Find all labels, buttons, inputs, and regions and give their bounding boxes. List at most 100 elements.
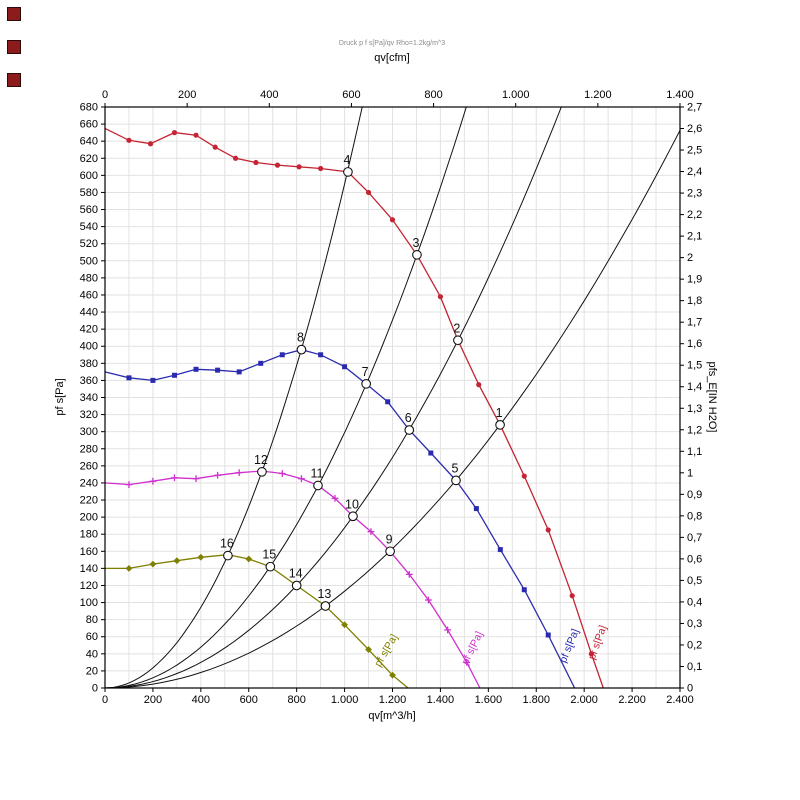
right-tick-label: 0,6 bbox=[687, 553, 702, 565]
marker-square bbox=[342, 364, 348, 370]
right-tick-label: 0,5 bbox=[687, 575, 702, 587]
left-tick-label: 380 bbox=[80, 358, 98, 370]
marker-diamond bbox=[149, 560, 157, 568]
top-tick-label: 200 bbox=[178, 89, 196, 101]
operating-point-number: 11 bbox=[310, 467, 323, 481]
left-tick-label: 240 bbox=[80, 477, 98, 489]
right-tick-label: 1,9 bbox=[687, 274, 702, 286]
right-tick-label: 0,4 bbox=[687, 596, 702, 608]
chart-header-note: Druck p f s[Pa]/qv Rho=1.2kg/m^3 bbox=[338, 40, 446, 47]
right-tick-label: 0,1 bbox=[687, 661, 702, 673]
left-tick-label: 360 bbox=[80, 375, 98, 387]
right-tick-label: 1,7 bbox=[687, 317, 702, 329]
operating-point-number: 16 bbox=[220, 537, 234, 551]
left-tick-label: 80 bbox=[86, 614, 98, 626]
top-tick-label: 1.200 bbox=[584, 89, 612, 101]
marker-diamond bbox=[197, 553, 205, 561]
operating-point bbox=[313, 480, 323, 491]
left-tick-label: 420 bbox=[80, 324, 98, 336]
fan-curve-low bbox=[105, 554, 409, 689]
right-tick-label: 2 bbox=[687, 252, 693, 264]
operating-point-number: 10 bbox=[345, 497, 359, 511]
marker-diamond bbox=[389, 671, 396, 679]
right-tick-label: 0,3 bbox=[687, 618, 702, 630]
operating-point-number: 15 bbox=[262, 548, 276, 562]
bottom-tick-label: 1.800 bbox=[522, 694, 550, 706]
top-tick-label: 1.000 bbox=[502, 89, 530, 101]
right-tick-label: 2,5 bbox=[687, 145, 702, 157]
operating-point bbox=[348, 511, 358, 522]
operating-point bbox=[451, 475, 461, 486]
bottom-tick-label: 1.000 bbox=[331, 694, 359, 706]
left-tick-label: 300 bbox=[80, 426, 98, 438]
red-square-icon bbox=[7, 7, 21, 21]
marker-circle bbox=[389, 217, 396, 223]
left-tick-label: 620 bbox=[80, 153, 98, 165]
operating-point bbox=[291, 580, 302, 591]
left-tick-label: 40 bbox=[86, 648, 98, 660]
marker-square bbox=[497, 547, 503, 553]
marker-circle bbox=[545, 527, 551, 533]
operating-point bbox=[495, 419, 505, 430]
marker-square bbox=[258, 360, 264, 366]
marker-circle bbox=[365, 189, 372, 196]
right-tick-label: 2,6 bbox=[687, 123, 702, 135]
operating-point bbox=[257, 466, 267, 477]
right-tick-label: 2,7 bbox=[687, 102, 702, 114]
system-curve-3 bbox=[104, 106, 467, 689]
right-tick-label: 2,1 bbox=[687, 231, 702, 243]
left-tick-label: 500 bbox=[80, 255, 98, 267]
left-tick-label: 280 bbox=[80, 443, 98, 455]
right-tick-label: 0,9 bbox=[687, 489, 702, 501]
left-tick-label: 260 bbox=[80, 460, 98, 472]
right-tick-label: 1,5 bbox=[687, 360, 702, 372]
marker-circle bbox=[521, 473, 527, 479]
left-tick-label: 200 bbox=[80, 512, 98, 524]
marker-square bbox=[545, 632, 551, 638]
fan-curve-high bbox=[104, 127, 604, 689]
marker-circle bbox=[437, 294, 444, 300]
left-tick-label: 0 bbox=[92, 683, 98, 695]
left-tick-label: 560 bbox=[80, 204, 98, 216]
bottom-tick-label: 2.200 bbox=[618, 694, 646, 706]
marker-square bbox=[318, 352, 324, 358]
marker-square bbox=[428, 450, 434, 456]
left-tick-label: 460 bbox=[80, 289, 98, 301]
left-tick-label: 180 bbox=[80, 529, 98, 541]
left-tick-label: 480 bbox=[80, 272, 98, 284]
operating-point bbox=[320, 601, 331, 611]
marker-square bbox=[126, 375, 132, 381]
operating-point bbox=[343, 167, 353, 177]
left-tick-label: 120 bbox=[80, 580, 98, 592]
left-tick-label: 600 bbox=[80, 170, 98, 182]
bottom-tick-label: 1.600 bbox=[475, 694, 503, 706]
system-curve-4 bbox=[104, 106, 363, 689]
right-tick-label: 1,3 bbox=[687, 403, 702, 415]
operating-point-number: 14 bbox=[289, 566, 303, 580]
right-tick-label: 1,2 bbox=[687, 424, 702, 436]
left-tick-label: 520 bbox=[80, 238, 98, 250]
left-tick-label: 140 bbox=[80, 563, 98, 575]
left-tick-label: 440 bbox=[80, 307, 98, 319]
right-tick-label: 2,2 bbox=[687, 209, 702, 221]
marker-square bbox=[193, 366, 199, 372]
right-tick-label: 0 bbox=[687, 683, 693, 695]
marker-circle bbox=[126, 137, 132, 143]
marker-square bbox=[279, 352, 285, 358]
top-tick-label: 800 bbox=[424, 89, 442, 101]
right-tick-label: 1,6 bbox=[687, 338, 702, 350]
marker-circle bbox=[193, 132, 199, 138]
operating-point bbox=[412, 249, 422, 260]
top-tick-label: 600 bbox=[342, 89, 360, 101]
right-tick-label: 1 bbox=[687, 467, 693, 479]
top-tick-label: 400 bbox=[260, 89, 278, 101]
operating-point-number: 3 bbox=[412, 236, 419, 250]
bottom-tick-label: 200 bbox=[144, 694, 162, 706]
left-tick-label: 20 bbox=[86, 665, 98, 677]
bottom-tick-label: 800 bbox=[287, 694, 305, 706]
marker-diamond bbox=[245, 555, 253, 563]
marker-circle bbox=[232, 155, 239, 161]
bottom-tick-label: 2.000 bbox=[570, 694, 598, 706]
